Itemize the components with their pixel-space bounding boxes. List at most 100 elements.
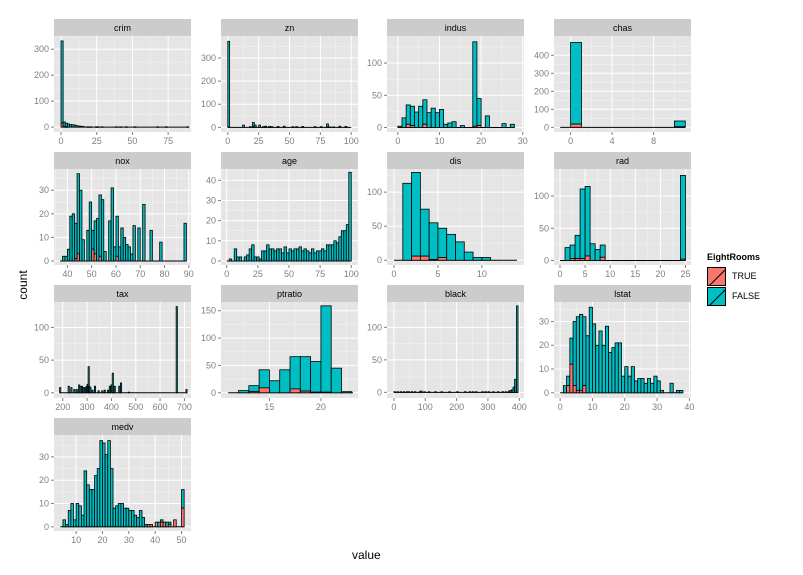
bar-false [238, 390, 250, 394]
x-tick-label: 70 [135, 269, 145, 279]
bar-false [621, 375, 626, 394]
facet-strip [54, 152, 191, 169]
bar-true [289, 388, 301, 394]
bar-true [299, 390, 312, 394]
x-tick-label: 5 [583, 269, 588, 279]
bar-false [175, 306, 178, 394]
bar-false [258, 369, 270, 389]
x-tick-label: 200 [55, 402, 70, 412]
bar-false [496, 391, 500, 393]
bar-true [569, 363, 574, 394]
x-tick-label: 10 [71, 535, 81, 545]
facet-strip-label: chas [613, 23, 633, 33]
x-tick-label: 80 [160, 269, 170, 279]
bar-false [402, 182, 412, 261]
facet-strip [387, 285, 524, 302]
x-tick-label: 75 [315, 269, 325, 279]
bar-false [440, 391, 443, 393]
bar-true [405, 123, 411, 128]
bar-false [70, 503, 74, 528]
y-tick-label: 0 [377, 122, 382, 132]
bar-false [270, 126, 274, 128]
bar-false [279, 369, 291, 394]
facet-nox: nox 40 50 60 70 80 90 0 10 20 30 [39, 152, 194, 279]
bar-false [269, 380, 281, 394]
y-tick-label: 0 [211, 388, 216, 398]
bar-false [409, 105, 415, 126]
bar-false [455, 241, 465, 261]
bar-false [572, 321, 577, 387]
bar-false [127, 391, 130, 394]
facet-chas: chas 0 4 8 0 100 200 300 400 [534, 19, 691, 146]
bar-false [120, 382, 123, 394]
x-tick-label: 0 [558, 402, 563, 412]
bar-true [248, 391, 260, 394]
bar-false [679, 389, 684, 394]
bar-false [248, 126, 252, 128]
y-tick-label: 0 [544, 122, 549, 132]
bar-false [113, 385, 116, 394]
facet-strip [554, 285, 691, 302]
bar-false [109, 468, 114, 528]
y-tick-label: 200 [34, 70, 49, 80]
bar-false [118, 385, 121, 394]
bar-false [185, 389, 188, 394]
y-tick-label: 100 [367, 187, 382, 197]
bar-false [181, 489, 185, 509]
bar-false [248, 385, 260, 393]
y-tick-label: 10 [39, 499, 49, 509]
bar-false [405, 104, 411, 125]
bar-false [101, 390, 104, 394]
y-tick-label: 300 [534, 68, 549, 78]
bar-false [97, 390, 100, 394]
facet-age: age 0 25 50 75 100 0 10 20 30 40 [206, 152, 359, 279]
y-tick-label: 0 [211, 256, 216, 266]
bar-false [407, 391, 410, 393]
y-tick-label: 50 [372, 221, 382, 231]
bar-true [582, 385, 587, 394]
bar-false [393, 391, 396, 393]
x-tick-label: 0 [392, 269, 397, 279]
bar-false [423, 391, 426, 393]
bar-false [570, 42, 582, 125]
y-tick-label: 20 [39, 209, 49, 219]
x-tick-label: 0 [395, 136, 400, 146]
bar-false [437, 227, 448, 258]
bar-false [451, 121, 457, 128]
x-tick-label: 0 [391, 402, 396, 412]
y-axis-title: count [16, 270, 30, 300]
bar-false [103, 251, 107, 262]
bar-false [330, 367, 342, 394]
y-tick-label: 100 [34, 96, 49, 106]
bar-false [475, 391, 478, 393]
bar-false [108, 385, 111, 394]
bar-false [427, 391, 431, 393]
legend-item-true: TRUE [707, 266, 760, 286]
x-tick-label: 15 [264, 402, 274, 412]
y-tick-label: 50 [372, 355, 382, 365]
x-tick-label: 8 [651, 136, 656, 146]
bar-false [459, 125, 465, 128]
y-tick-label: 200 [201, 76, 216, 86]
bar-false [411, 172, 421, 257]
x-tick-label: 75 [163, 136, 173, 146]
bar-false [233, 248, 238, 262]
facet-strip-label: age [282, 156, 297, 166]
bar-false [310, 361, 322, 393]
bar-false [91, 389, 94, 394]
y-tick-label: 10 [39, 232, 49, 242]
y-tick-label: 0 [44, 388, 49, 398]
bar-false [338, 125, 342, 128]
bar-false [348, 171, 352, 262]
bar-false [159, 241, 163, 262]
bar-false [569, 337, 574, 365]
bar-false [133, 126, 137, 128]
bar-false [420, 390, 423, 393]
x-tick-label: 0 [568, 136, 573, 146]
bar-false [410, 391, 414, 393]
bar-false [598, 330, 603, 394]
bar-true [579, 389, 584, 394]
bar-false [301, 126, 305, 128]
bar-false [643, 382, 648, 394]
bar-false [89, 126, 93, 128]
